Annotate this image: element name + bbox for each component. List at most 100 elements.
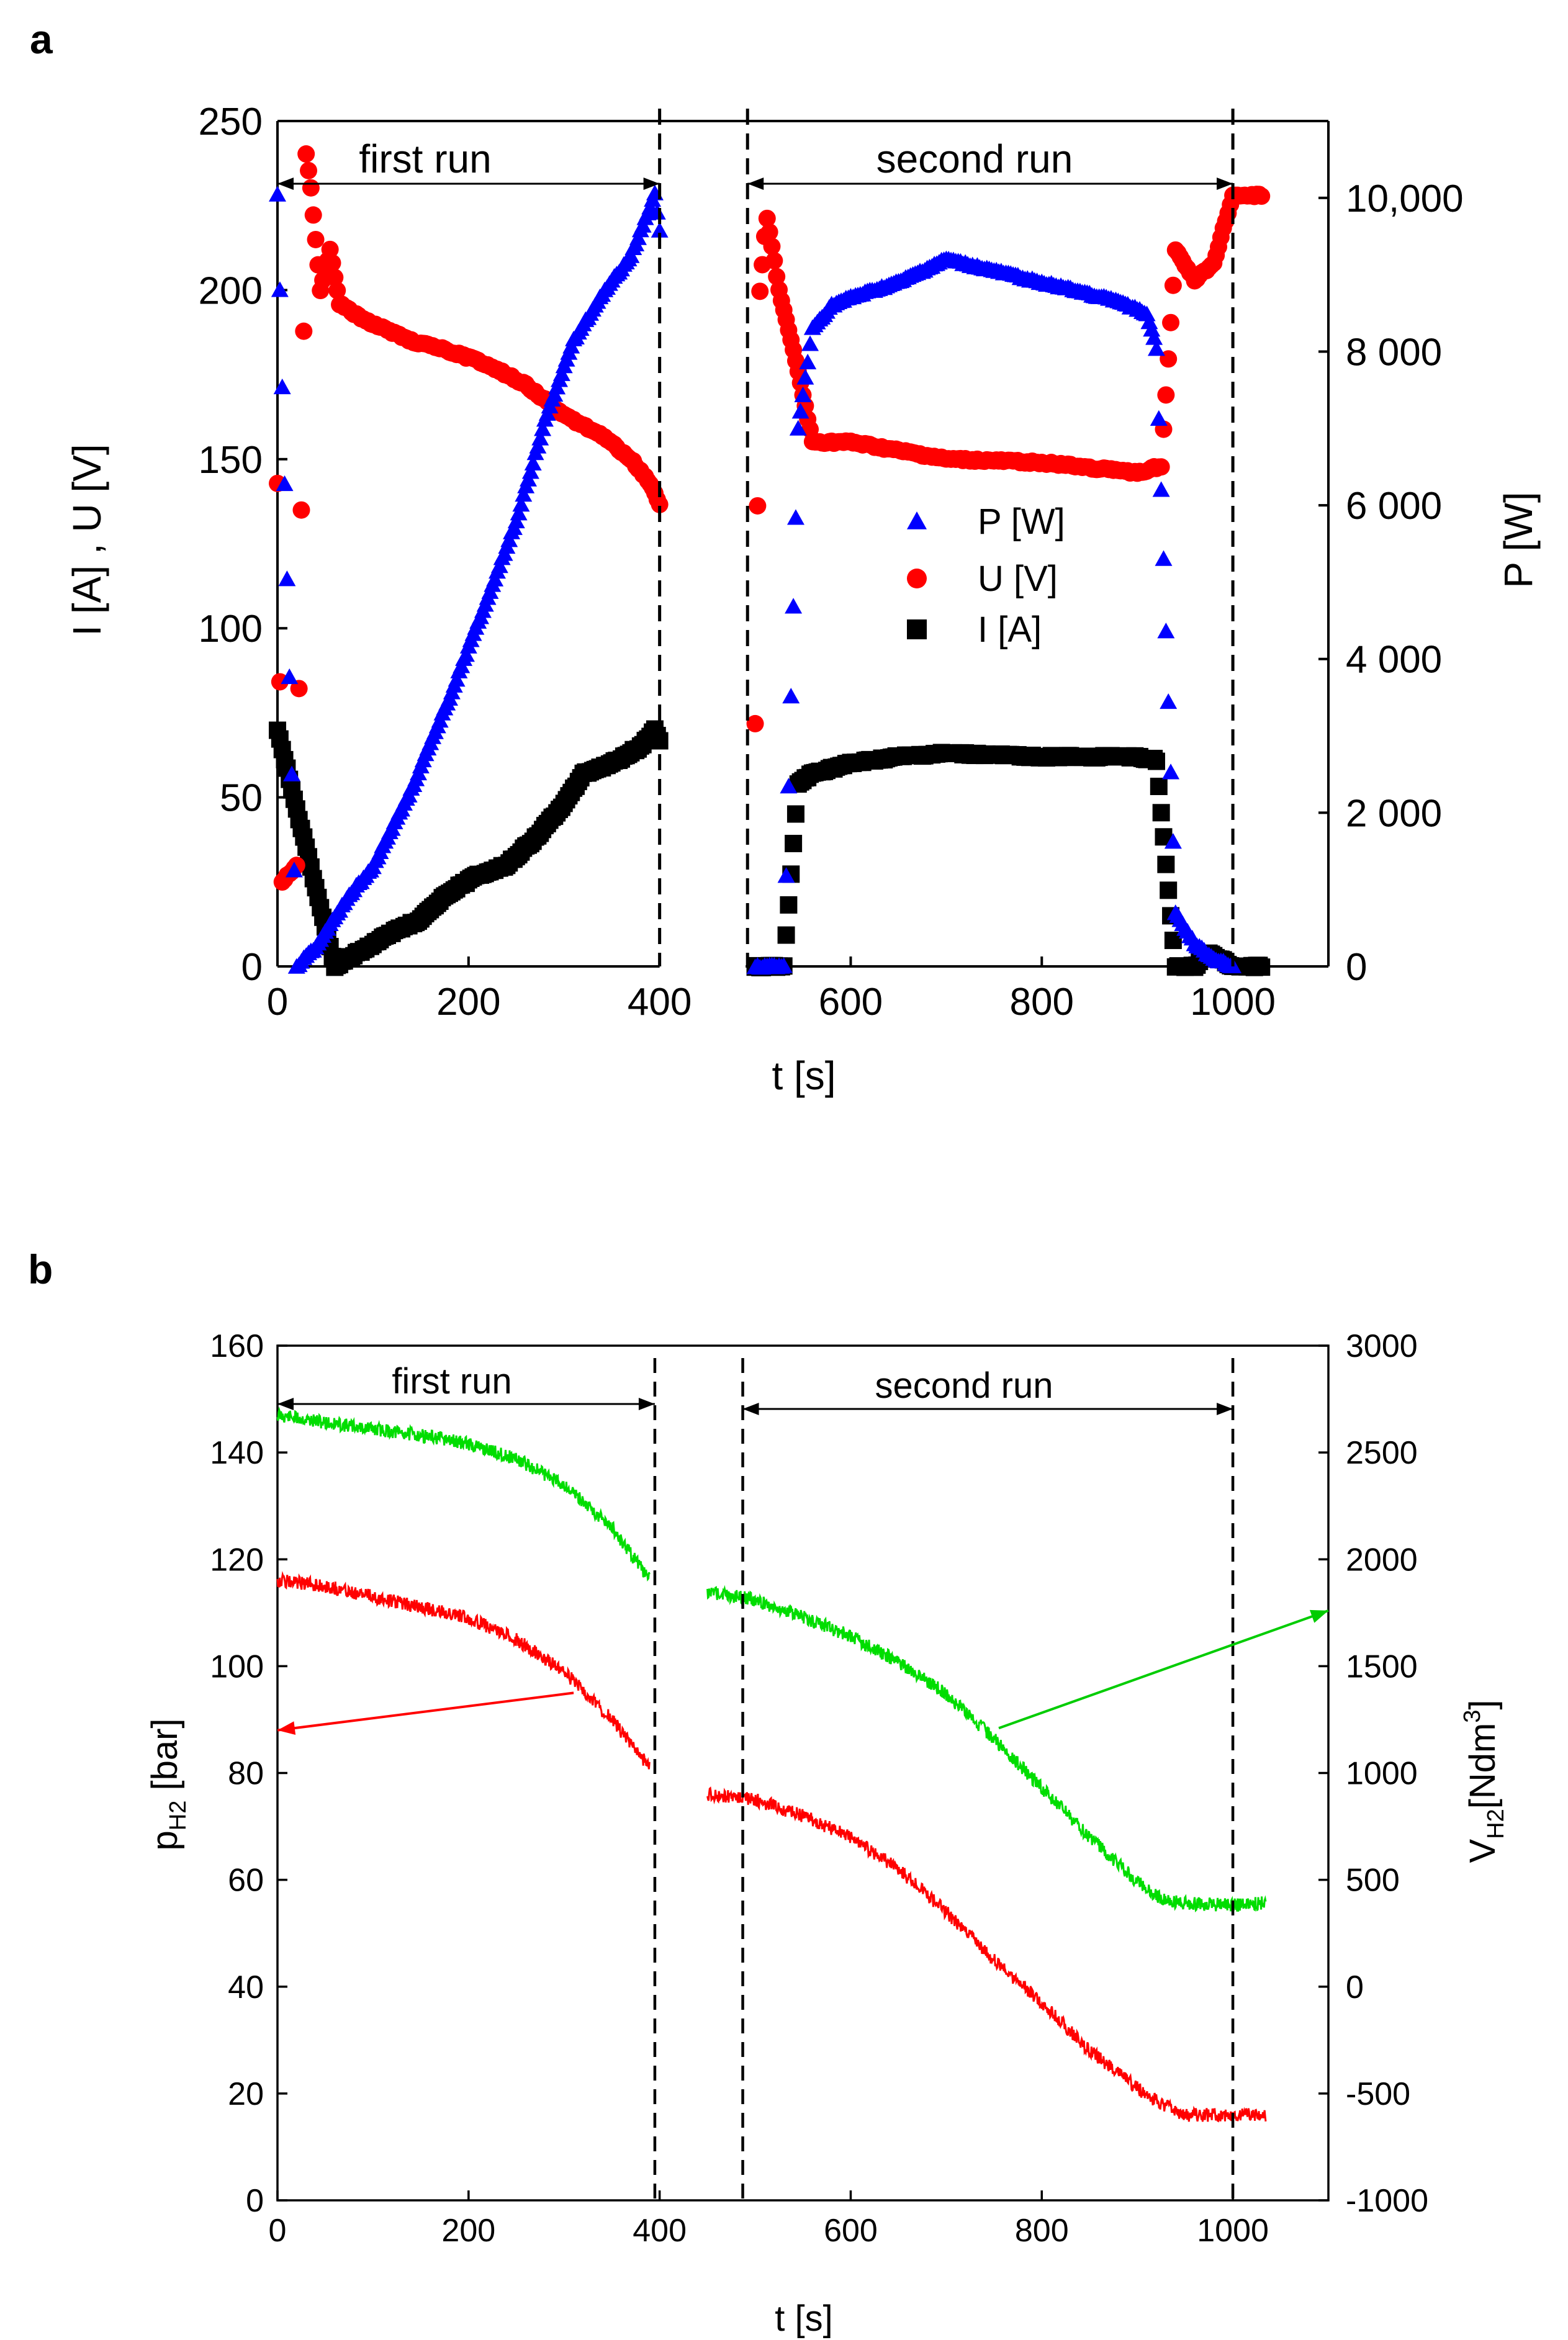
chart-a-overlay	[277, 109, 1235, 966]
chart-a-point-square	[1160, 881, 1178, 899]
chart-a-point-circle	[321, 240, 339, 258]
chart-b-y2tick-label: 0	[1346, 1969, 1364, 2005]
chart-b-second-run-arrow-head-left	[742, 1403, 759, 1415]
chart-a-point-triangle	[786, 509, 804, 525]
chart-b-ytick-label: 80	[228, 1756, 264, 1792]
chart-a-point-square	[785, 834, 803, 852]
chart-a-point-triangle	[1152, 481, 1170, 497]
chart-b-y2tick-label: 2500	[1346, 1435, 1418, 1471]
chart-a-point-circle	[651, 495, 669, 513]
chart-a-y2tick-label: 8 000	[1346, 331, 1442, 374]
chart-a-ylabel: I [A] , U [V]	[65, 444, 109, 636]
chart-b-ylabel-unit: [bar]	[145, 1718, 185, 1800]
chart-a-xtick-label: 1000	[1190, 981, 1276, 1024]
chart-b-ytick-label: 100	[210, 1649, 264, 1685]
chart-a-point-circle	[765, 252, 783, 270]
chart-a-point-circle	[751, 282, 769, 300]
chart-a-point-triangle	[1145, 329, 1163, 345]
chart-a-point-triangle	[1164, 833, 1182, 849]
chart-b-overlay	[277, 1358, 1329, 2200]
chart-a-point-circle	[304, 206, 322, 224]
chart-a-point-triangle	[794, 386, 812, 402]
chart-b-xtick-label: 200	[441, 2213, 495, 2249]
chart-b-ylabel-sub: H2	[165, 1801, 191, 1831]
legend-marker-circle	[907, 569, 927, 588]
chart-a-point-triangle	[529, 438, 547, 454]
chart-a-point-circle	[271, 673, 289, 691]
chart-a-point-circle	[295, 322, 313, 340]
chart-a-point-circle	[768, 268, 786, 286]
chart-a-ytick-label: 250	[199, 101, 263, 143]
chart-a-point-triangle	[1160, 693, 1178, 709]
chart-b-marks	[276, 1406, 1267, 2123]
chart-a-point-triangle	[512, 496, 530, 512]
chart-b-y2label-main: V	[1462, 1839, 1503, 1863]
chart-a-point-triangle	[515, 486, 533, 502]
chart-a-point-triangle	[281, 668, 299, 685]
chart-a-y2label: P [W]	[1496, 492, 1541, 588]
chart-a-point-triangle	[1157, 623, 1175, 639]
chart-a-xtick-label: 400	[628, 981, 692, 1024]
chart-b-y2tick-label: 3000	[1346, 1328, 1418, 1364]
chart-b-y2label-sub: H2	[1483, 1809, 1509, 1839]
chart-a-y2tick-label: 0	[1346, 946, 1367, 989]
chart-a-xtick-label: 600	[819, 981, 883, 1024]
chart-a-point-triangle	[524, 454, 542, 470]
svg-text:VH2[Ndm3]: VH2[Ndm3]	[1459, 1699, 1509, 1863]
chart-a-point-triangle	[796, 369, 814, 385]
chart-a-point-circle	[758, 209, 776, 227]
chart-a-point-circle	[302, 179, 320, 197]
chart-a-point-triangle	[1147, 340, 1165, 356]
chart-a-point-circle	[323, 254, 341, 272]
chart-a-ytick-label: 200	[199, 269, 263, 312]
chart-b-y2label: VH2[Ndm3]	[1459, 1699, 1509, 1863]
chart-a-point-triangle	[1150, 410, 1168, 426]
chart-a-point-triangle	[507, 512, 525, 529]
chart-a-point-triangle	[273, 378, 291, 395]
chart-a-point-circle	[292, 501, 310, 519]
chart-a-ticks: 0 200 400 600 800 1000 0 50 100 150 200 250 0 2 000 4 …	[199, 101, 1464, 1024]
chart-b-series-volume-seg1	[706, 1585, 1267, 1913]
chart-a-left-axis-label: I [A] , U [V]	[65, 444, 109, 636]
chart-b-ticks: 0 200 400 600 800 1000 0 20 40 60 80 100 120 140 160 -1…	[210, 1328, 1428, 2249]
chart-a-point-circle	[1164, 276, 1182, 294]
chart-a-point-triangle	[622, 247, 640, 263]
chart-b-ytick-label: 120	[210, 1542, 264, 1578]
chart-a-point-circle	[300, 161, 318, 179]
chart-a-point-circle	[328, 282, 346, 300]
chart-b-xtick-label: 800	[1015, 2213, 1069, 2249]
chart-a-ytick-label: 100	[199, 608, 263, 650]
chart-b-y2tick-label: 2000	[1346, 1542, 1418, 1578]
chart-a-point-triangle	[777, 867, 795, 883]
chart-a-y2tick-label: 4 000	[1346, 639, 1442, 682]
chart-a-point-triangle	[448, 670, 466, 687]
chart-a-legend: P [W] U [V] I [A]	[907, 502, 1065, 650]
chart-b-xlabel: t [s]	[775, 2298, 832, 2339]
chart-b-series-pressure-seg1	[706, 1786, 1267, 2123]
chart-b-second-run-arrow-head-right	[1217, 1403, 1233, 1415]
chart-a-xtick-label: 800	[1010, 981, 1074, 1024]
chart-a-point-triangle	[276, 475, 294, 492]
chart-a-point-triangle	[799, 353, 817, 370]
svg-text:pH2 [bar]: pH2 [bar]	[145, 1718, 191, 1850]
chart-a-point-triangle	[791, 403, 809, 419]
chart-b-frame	[276, 1344, 1330, 2202]
chart-a-point-triangle	[269, 186, 286, 202]
chart-b-pressure-axis-pointer-head	[277, 1721, 296, 1735]
chart-a-marks	[269, 145, 1271, 976]
chart-a-point-triangle	[534, 420, 552, 436]
chart-a-second-run-arrow-head-right	[1217, 178, 1233, 190]
chart-a-point-triangle	[285, 862, 303, 878]
chart-b-y2label-close: ]	[1462, 1699, 1503, 1709]
chart-a-point-triangle	[789, 420, 807, 436]
chart-a-point-triangle	[782, 688, 800, 704]
chart-b-ytick-label: 20	[228, 2076, 264, 2112]
chart-a-y2tick-label: 2 000	[1346, 792, 1442, 835]
chart-b-ytick-label: 140	[210, 1435, 264, 1471]
chart-a-point-triangle	[521, 463, 539, 479]
chart-b-first-run-arrow-head-right	[638, 1398, 655, 1410]
chart-b-xtick-label: 1000	[1197, 2213, 1269, 2249]
chart-a-point-triangle	[648, 204, 666, 220]
panel-label-a: a	[30, 16, 53, 62]
chart-b-xtick-label: 0	[269, 2213, 287, 2249]
